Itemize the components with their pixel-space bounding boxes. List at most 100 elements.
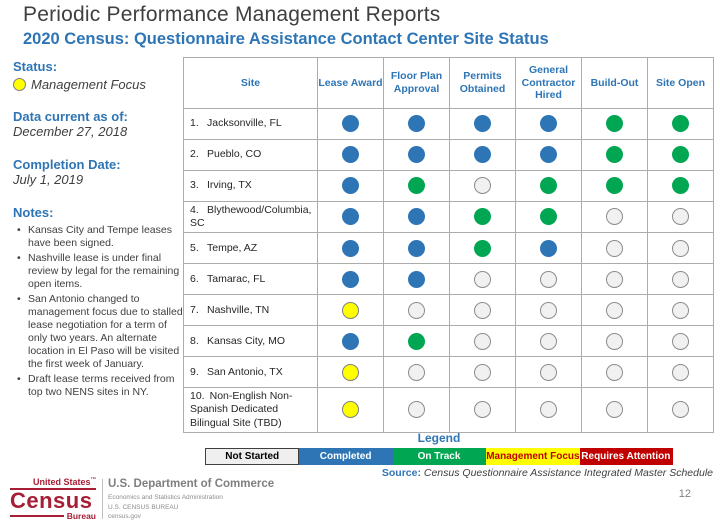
status-dot xyxy=(672,301,689,319)
status-dot xyxy=(606,301,623,319)
col-header-general-contractor: General Contractor Hired xyxy=(515,57,582,109)
legend-completed: Completed xyxy=(299,448,393,465)
status-dot xyxy=(408,332,425,350)
status-dot xyxy=(606,115,623,133)
col-header-build-out: Build-Out xyxy=(581,57,648,109)
status-dot xyxy=(408,363,425,381)
table-row: 3. Irving, TX xyxy=(183,170,714,202)
status-dot xyxy=(408,177,425,195)
site-label: San Antonio, TX xyxy=(207,365,283,378)
note-item: San Antonio changed to management focus … xyxy=(15,293,183,371)
dept-esa: Economics and Statistics Administration xyxy=(108,493,223,501)
status-dot xyxy=(606,239,623,257)
status-dot xyxy=(474,332,491,350)
status-dot xyxy=(606,363,623,381)
logo-rule xyxy=(10,514,64,518)
legend-heading: Legend xyxy=(417,431,461,445)
status-dot xyxy=(672,332,689,350)
status-dot xyxy=(540,177,557,195)
site-cell: 3. Irving, TX xyxy=(183,170,318,202)
notes-list: Kansas City and Tempe leases have been s… xyxy=(15,224,183,399)
table-row: 6. Tamarac, FL xyxy=(183,263,714,296)
status-dot xyxy=(342,177,359,195)
site-cell: 7. Nashville, TN xyxy=(183,294,318,327)
site-cell: 5. Tempe, AZ xyxy=(183,232,318,265)
source-label: Source: xyxy=(381,467,421,479)
status-dot xyxy=(342,401,359,419)
status-dot xyxy=(606,177,623,195)
status-dot xyxy=(342,115,359,133)
table-row: 4. Blythewood/Columbia, SC xyxy=(183,200,714,234)
site-label: Blythewood/Columbia, SC xyxy=(190,204,312,230)
status-dot xyxy=(408,239,425,257)
status-key-label: Management Focus xyxy=(31,77,146,92)
status-dot xyxy=(474,208,491,226)
status-dot xyxy=(672,401,689,419)
site-label: Tamarac, FL xyxy=(207,272,266,285)
status-dot xyxy=(606,270,623,288)
source-text: Census Questionnaire Assistance Integrat… xyxy=(420,467,713,479)
status-dot xyxy=(342,363,359,381)
logo-bureau: Bureau xyxy=(66,510,96,521)
site-cell: 8. Kansas City, MO xyxy=(183,325,318,358)
legend-on-track: On Track xyxy=(392,448,487,465)
legend-bar: Not Started Completed On Track Managemen… xyxy=(205,448,674,465)
footer-divider xyxy=(102,479,103,519)
site-cell: 10. Non-English Non-Spanish Dedicated Bil… xyxy=(183,387,318,433)
site-cell: 1. Jacksonville, FL xyxy=(183,108,318,140)
page-title: Periodic Performance Management Reports xyxy=(23,3,441,26)
site-label: Kansas City, MO xyxy=(207,334,285,347)
status-dot xyxy=(474,239,491,257)
dept-census-bureau: U.S. CENSUS BUREAU xyxy=(108,503,179,511)
site-label: Non-English Non-Spanish Dedicated Biling… xyxy=(190,390,293,429)
status-dot xyxy=(408,146,425,164)
site-label: Pueblo, CO xyxy=(207,148,262,161)
status-dot xyxy=(342,332,359,350)
status-dot xyxy=(672,177,689,195)
site-label: Irving, TX xyxy=(207,179,252,192)
notes-heading: Notes: xyxy=(13,205,54,220)
note-item: Nashville lease is under final review by… xyxy=(15,252,183,291)
site-status-table-wrap: Site Lease Award Floor Plan Approval Per… xyxy=(183,57,714,433)
col-header-permits: Permits Obtained xyxy=(449,57,516,109)
logo-united-states: United States xyxy=(32,477,91,487)
status-dot xyxy=(474,177,491,195)
source-line: Source: Census Questionnaire Assistance … xyxy=(382,467,713,479)
site-cell: 9. San Antonio, TX xyxy=(183,356,318,389)
status-dot xyxy=(672,208,689,226)
status-dot xyxy=(474,401,491,419)
status-dot xyxy=(672,270,689,288)
site-cell: 4. Blythewood/Columbia, SC xyxy=(183,200,318,234)
col-header-site: Site xyxy=(183,57,318,109)
management-focus-dot-icon xyxy=(13,78,26,91)
status-dot xyxy=(540,146,557,164)
status-dot xyxy=(540,363,557,381)
completion-value: July 1, 2019 xyxy=(13,172,84,187)
census-bureau-logo: United States™ Census Bureau xyxy=(10,477,96,521)
table-row: 5. Tempe, AZ xyxy=(183,232,714,265)
trademark-symbol: ™ xyxy=(90,477,97,483)
status-dot xyxy=(540,115,557,133)
table-row: 1. Jacksonville, FL xyxy=(183,108,714,140)
status-dot xyxy=(474,115,491,133)
data-current-value: December 27, 2018 xyxy=(13,124,128,139)
legend: Legend Not Started Completed On Track Ma… xyxy=(183,431,713,465)
site-label: Tempe, AZ xyxy=(207,241,258,254)
status-dot xyxy=(342,270,359,288)
table-row: 9. San Antonio, TX xyxy=(183,356,714,389)
completion-heading: Completion Date: xyxy=(13,157,121,172)
col-header-floor-plan: Floor Plan Approval xyxy=(383,57,450,109)
status-dot xyxy=(408,115,425,133)
site-status-table: Site Lease Award Floor Plan Approval Per… xyxy=(183,57,714,433)
status-dot xyxy=(408,301,425,319)
data-current-heading: Data current as of: xyxy=(13,109,128,124)
sidebar: Status: Management Focus Data current as… xyxy=(13,59,183,401)
status-dot xyxy=(408,401,425,419)
page-subtitle: 2020 Census: Questionnaire Assistance Co… xyxy=(23,30,549,48)
status-dot xyxy=(540,401,557,419)
status-key-row: Management Focus xyxy=(13,77,183,92)
status-dot xyxy=(342,146,359,164)
status-dot xyxy=(342,239,359,257)
table-row: 7. Nashville, TN xyxy=(183,294,714,327)
